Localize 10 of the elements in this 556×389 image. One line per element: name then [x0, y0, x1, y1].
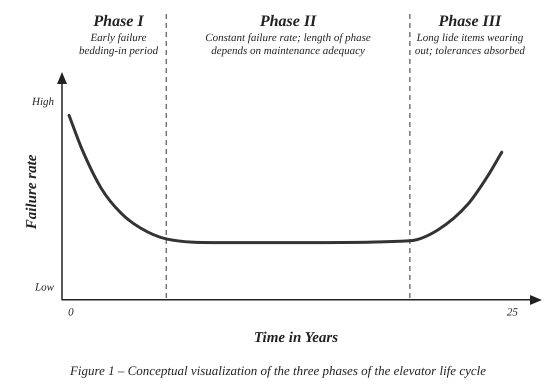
x-tick-label: 25 [506, 306, 518, 318]
x-axis-title: Time in Years [254, 330, 338, 346]
text: Low [34, 282, 55, 294]
text: Phase II Constant failure rate; length of phase depends on maintenance adequacy [205, 13, 371, 57]
y-axis-title: Failure rate [24, 154, 40, 230]
x-tick-label: 0 [68, 306, 74, 318]
caption: Figure 1 – Conceptual visualization of the three phases of the elevator life cycle [68, 363, 486, 378]
text: High [31, 96, 54, 108]
text: Phase I Early failure bedding-in period [78, 13, 159, 57]
text: Phase III Long lide items wearing out; tolerances absorbed [414, 13, 526, 57]
